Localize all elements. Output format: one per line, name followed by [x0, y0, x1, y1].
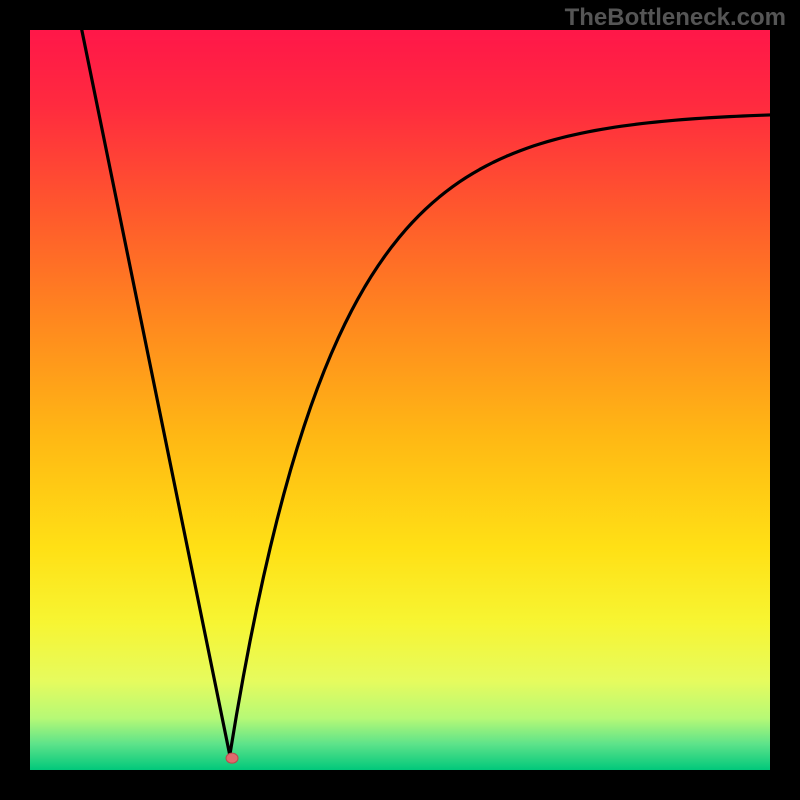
watermark-text: TheBottleneck.com [565, 4, 786, 32]
plot-area [30, 30, 770, 770]
gradient-background [30, 30, 770, 770]
optimal-marker [226, 753, 238, 763]
chart-frame: TheBottleneck.com [0, 0, 800, 800]
